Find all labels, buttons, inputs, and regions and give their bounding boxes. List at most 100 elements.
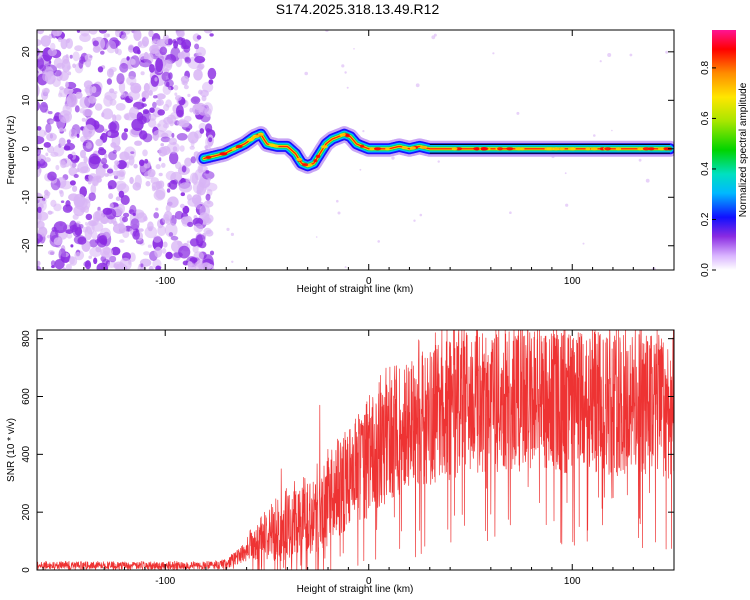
signal-hotspot	[409, 146, 416, 150]
noise-blob	[180, 192, 185, 197]
noise-blob	[129, 252, 136, 262]
noise-blob	[46, 132, 57, 142]
signal-hotspot	[220, 152, 228, 156]
y-tick-label: 20	[21, 46, 32, 58]
signal-hotspot	[235, 144, 243, 149]
noise-blob	[74, 45, 83, 52]
noise-blob	[92, 40, 99, 47]
noise-blob	[167, 196, 179, 208]
noise-blob	[38, 167, 42, 174]
noise-blob	[76, 133, 80, 138]
signal-hotspot	[615, 147, 622, 151]
snr-panel: -100 0 100 0 200 400 600 800 Height of straight…	[6, 329, 675, 595]
noise-blob	[179, 203, 185, 209]
noise-blob	[202, 170, 215, 180]
signal-hotspot	[515, 147, 523, 151]
noise-blob	[93, 257, 98, 265]
noise-blob	[82, 124, 96, 138]
noise-blob	[73, 174, 79, 178]
noise-blob	[113, 163, 119, 171]
noise-blob	[161, 248, 167, 254]
noise-blob	[155, 265, 161, 270]
noise-blob	[152, 40, 157, 44]
noise-blob	[169, 120, 174, 127]
signal-hotspot	[570, 147, 576, 151]
noise-blob	[66, 65, 72, 70]
noise-blob	[123, 128, 129, 133]
noise-blob	[166, 114, 177, 124]
noise-blob	[58, 92, 63, 98]
snr-x-axis-label: Height of straight line (km)	[297, 584, 414, 595]
noise-blob	[160, 136, 171, 143]
noise-blob	[176, 133, 188, 141]
noise-blob	[177, 52, 185, 59]
noise-blob	[177, 37, 184, 45]
noise-blob	[52, 30, 63, 37]
noise-blob	[86, 220, 95, 235]
noise-speckle	[437, 160, 440, 163]
noise-blob	[90, 184, 97, 195]
signal-hotspot	[246, 138, 254, 142]
noise-speckle	[607, 53, 612, 57]
noise-blob	[155, 57, 164, 73]
noise-blob	[37, 265, 42, 270]
noise-blob	[37, 192, 43, 201]
noise-blob	[193, 69, 203, 81]
noise-blob	[107, 131, 112, 137]
colorbar-tick-label: 0.8	[700, 61, 711, 75]
noise-blob	[184, 157, 192, 167]
noise-blob	[184, 57, 192, 64]
noise-blob	[37, 237, 40, 246]
x-tick-label: 100	[564, 576, 581, 587]
noise-blob	[100, 157, 108, 165]
noise-blob	[142, 97, 146, 102]
noise-speckle	[564, 172, 567, 175]
noise-blob	[139, 59, 152, 68]
y-tick-label: -20	[21, 238, 32, 253]
noise-blob	[101, 112, 105, 118]
noise-blob	[72, 51, 80, 62]
signal-hotspot	[585, 147, 591, 151]
noise-blob	[37, 206, 42, 214]
noise-blob	[154, 77, 158, 82]
noise-blob	[80, 149, 86, 159]
noise-blob	[168, 180, 178, 190]
noise-blob	[187, 93, 191, 98]
noise-blob	[75, 251, 81, 257]
noise-blob	[116, 73, 125, 85]
noise-blob	[115, 114, 122, 121]
noise-speckle	[638, 158, 642, 162]
noise-blob	[205, 170, 210, 174]
noise-blob	[65, 229, 74, 235]
noise-speckle	[431, 35, 436, 40]
noise-blob	[108, 193, 114, 200]
noise-blob	[153, 235, 162, 243]
noise-speckle	[645, 178, 650, 183]
noise-blob	[74, 105, 80, 113]
noise-blob	[43, 142, 51, 148]
noise-blob	[165, 99, 172, 108]
noise-blob	[119, 257, 132, 270]
noise-blob	[114, 160, 120, 166]
noise-blob	[95, 246, 102, 253]
signal-hotspot	[205, 155, 212, 159]
noise-blob	[189, 145, 195, 150]
noise-blob	[112, 223, 127, 234]
noise-blob	[172, 39, 177, 44]
noise-blob	[153, 129, 166, 138]
noise-blob	[123, 112, 137, 121]
noise-blob	[32, 112, 37, 119]
noise-blob	[82, 226, 88, 233]
noise-blob	[88, 192, 96, 201]
noise-blob	[84, 53, 93, 62]
noise-blob	[194, 260, 204, 270]
noise-blob	[155, 207, 159, 211]
noise-speckle	[230, 232, 234, 236]
noise-blob	[144, 226, 158, 239]
noise-blob	[58, 248, 67, 261]
noise-blob	[59, 86, 64, 91]
noise-blob	[48, 111, 53, 115]
noise-blob	[72, 185, 78, 192]
noise-blob	[29, 111, 34, 118]
